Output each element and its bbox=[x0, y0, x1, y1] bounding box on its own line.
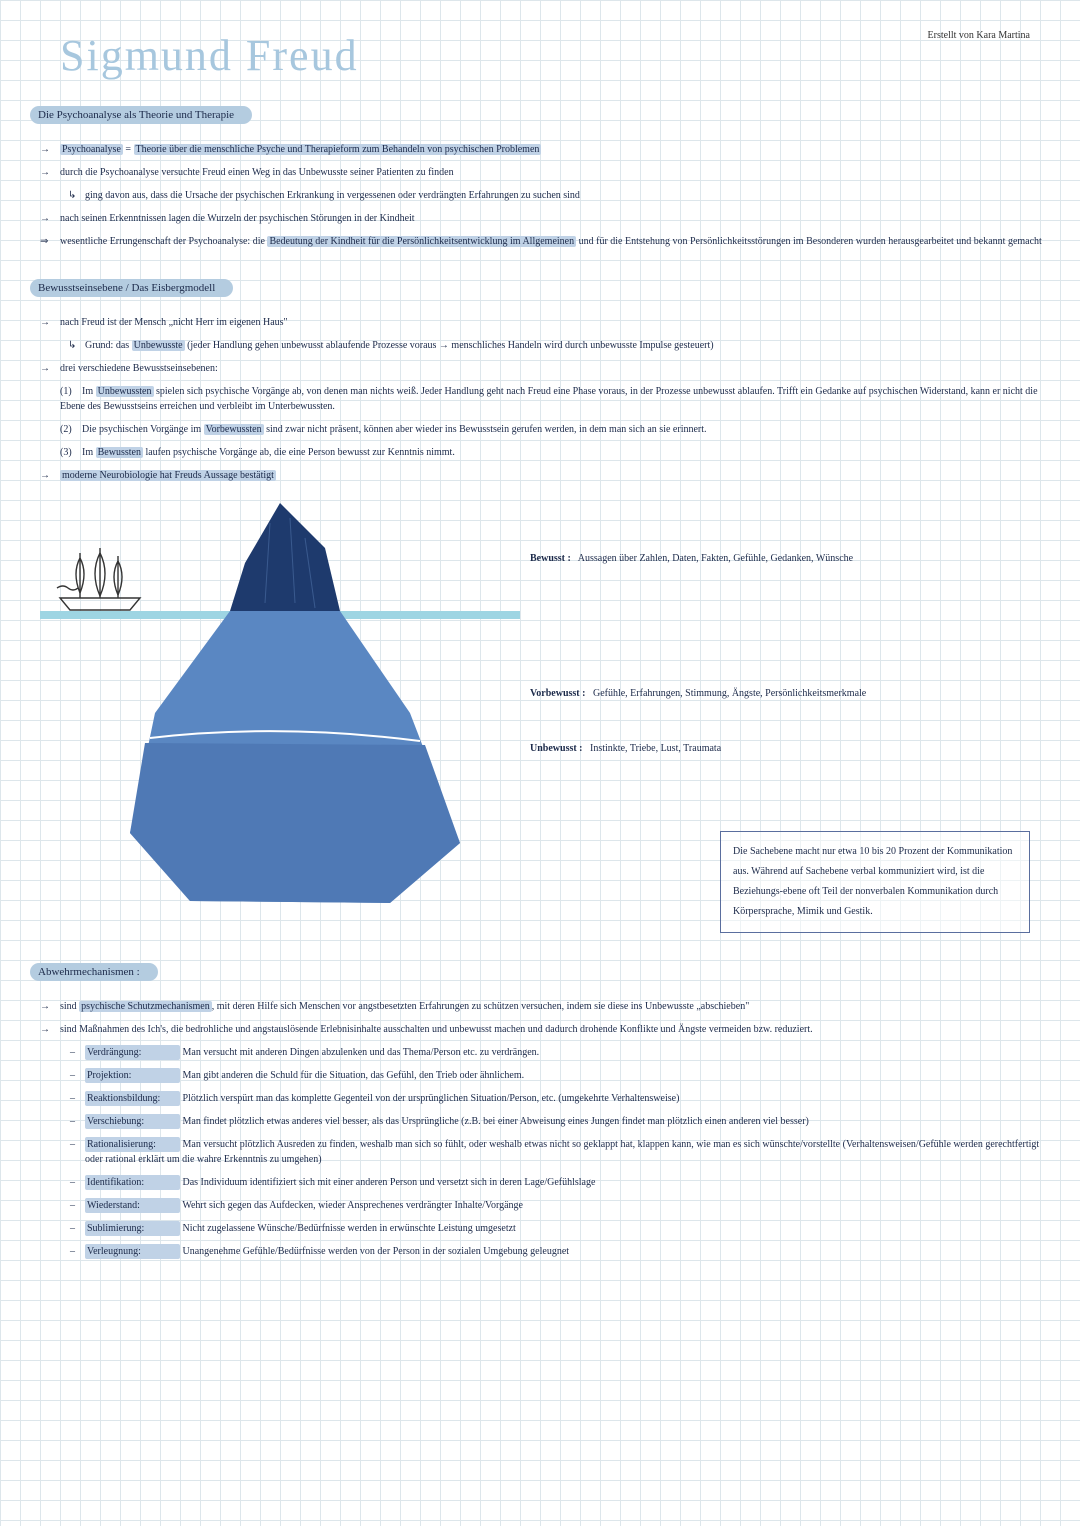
iceberg-label-vorbewusst: Vorbewusst : Gefühle, Erfahrungen, Stimm… bbox=[530, 688, 866, 699]
mechanism-item: Rationalisierung: Man versucht plötzlich… bbox=[30, 1137, 1050, 1167]
iceberg-label-bewusst: Bewusst : Aussagen über Zahlen, Daten, F… bbox=[530, 553, 853, 564]
section-abwehrmechanismen: Abwehrmechanismen : sind psychische Schu… bbox=[30, 963, 1050, 1259]
mechanism-desc: Wehrt sich gegen das Aufdecken, wieder A… bbox=[180, 1200, 523, 1211]
s2-line3: drei verschiedene Bewusstseinsebenen: bbox=[30, 361, 1050, 376]
mechanism-name: Verdrängung: bbox=[85, 1045, 180, 1060]
mechanism-name: Sublimierung: bbox=[85, 1221, 180, 1236]
mechanism-name: Identifikation: bbox=[85, 1175, 180, 1190]
section-eisbergmodell: Bewusstseinsebene / Das Eisbergmodell na… bbox=[30, 279, 1050, 933]
mechanism-desc: Man versucht mit anderen Dingen abzulenk… bbox=[180, 1047, 539, 1058]
mechanism-name: Wiederstand: bbox=[85, 1198, 180, 1213]
section-header-2: Bewusstseinsebene / Das Eisbergmodell bbox=[30, 279, 233, 297]
s2-line4: moderne Neurobiologie hat Freuds Aussage… bbox=[30, 468, 1050, 483]
mechanism-item: Projektion: Man gibt anderen die Schuld … bbox=[30, 1068, 1050, 1083]
s2-item1: (1)Im Unbewussten spielen sich psychisch… bbox=[30, 384, 1050, 414]
mechanism-item: Verdrängung: Man versucht mit anderen Di… bbox=[30, 1045, 1050, 1060]
mechanism-item: Reaktionsbildung: Plötzlich verspürt man… bbox=[30, 1091, 1050, 1106]
section-header-1: Die Psychoanalyse als Theorie und Therap… bbox=[30, 106, 252, 124]
mechanism-desc: Plötzlich verspürt man das komplette Geg… bbox=[180, 1093, 679, 1104]
mechanism-item: Verleugnung: Unangenehme Gefühle/Bedürfn… bbox=[30, 1244, 1050, 1259]
mechanism-item: Identifikation: Das Individuum identifiz… bbox=[30, 1175, 1050, 1190]
s3-line2: sind Maßnahmen des Ich's, die bedrohlich… bbox=[30, 1022, 1050, 1037]
section-psychoanalyse: Die Psychoanalyse als Theorie und Therap… bbox=[30, 106, 1050, 249]
mechanism-desc: Man gibt anderen die Schuld für die Situ… bbox=[180, 1070, 524, 1081]
mechanism-name: Verleugnung: bbox=[85, 1244, 180, 1259]
s2-item3: (3)Im Bewussten laufen psychische Vorgän… bbox=[30, 445, 1050, 460]
iceberg-diagram: Bewusst : Aussagen über Zahlen, Daten, F… bbox=[30, 493, 1050, 933]
mechanism-item: Verschiebung: Man findet plötzlich etwas… bbox=[30, 1114, 1050, 1129]
s1-line5: wesentliche Errungenschaft der Psychoana… bbox=[30, 234, 1050, 249]
s2-item2: (2)Die psychischen Vorgänge im Vorbewuss… bbox=[30, 422, 1050, 437]
page-title: Sigmund Freud bbox=[60, 30, 1050, 81]
s2-line1: nach Freud ist der Mensch „nicht Herr im… bbox=[30, 315, 1050, 330]
section-header-3: Abwehrmechanismen : bbox=[30, 963, 158, 981]
mechanism-name: Projektion: bbox=[85, 1068, 180, 1083]
author-label: Erstellt von Kara Martina bbox=[928, 30, 1030, 41]
iceberg-svg bbox=[40, 493, 520, 923]
communication-note-box: Die Sachebene macht nur etwa 10 bis 20 P… bbox=[720, 831, 1030, 933]
s1-line1: Psychoanalyse = Theorie über die menschl… bbox=[30, 142, 1050, 157]
mechanism-desc: Nicht zugelassene Wünsche/Bedürfnisse we… bbox=[180, 1223, 516, 1234]
mechanism-desc: Man versucht plötzlich Ausreden zu finde… bbox=[85, 1139, 1039, 1165]
mechanism-item: Wiederstand: Wehrt sich gegen das Aufdec… bbox=[30, 1198, 1050, 1213]
mechanism-name: Reaktionsbildung: bbox=[85, 1091, 180, 1106]
mechanism-desc: Unangenehme Gefühle/Bedürfnisse werden v… bbox=[180, 1246, 569, 1257]
s1-line4: nach seinen Erkenntnissen lagen die Wurz… bbox=[30, 211, 1050, 226]
s1-line3: ging davon aus, dass die Ursache der psy… bbox=[30, 188, 1050, 203]
s3-line1: sind psychische Schutzmechanismen, mit d… bbox=[30, 999, 1050, 1014]
mechanism-desc: Man findet plötzlich etwas anderes viel … bbox=[180, 1116, 809, 1127]
mechanism-name: Rationalisierung: bbox=[85, 1137, 180, 1152]
s2-line2: Grund: das Unbewusste (jeder Handlung ge… bbox=[30, 338, 1050, 353]
iceberg-label-unbewusst: Unbewusst : Instinkte, Triebe, Lust, Tra… bbox=[530, 743, 721, 754]
mechanism-item: Sublimierung: Nicht zugelassene Wünsche/… bbox=[30, 1221, 1050, 1236]
mechanism-name: Verschiebung: bbox=[85, 1114, 180, 1129]
s1-line2: durch die Psychoanalyse versuchte Freud … bbox=[30, 165, 1050, 180]
mechanism-desc: Das Individuum identifiziert sich mit ei… bbox=[180, 1177, 595, 1188]
